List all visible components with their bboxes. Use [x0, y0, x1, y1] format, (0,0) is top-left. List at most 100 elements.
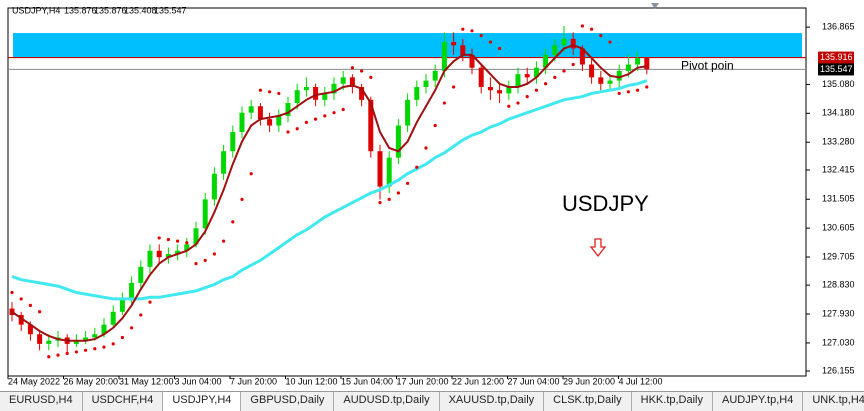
header-symbol: USDJPY,H4	[12, 5, 60, 15]
sar-dot	[120, 335, 124, 340]
sar-dot	[544, 82, 548, 86]
sar-dot	[507, 104, 511, 108]
sar-dot	[461, 27, 465, 31]
candle-body	[37, 334, 43, 344]
tab[interactable]: UNK.tp,H4	[803, 392, 864, 411]
sar-dot	[470, 29, 474, 33]
sar-dot	[157, 236, 161, 240]
sar-dot	[626, 90, 631, 94]
candle-body	[119, 298, 125, 312]
sar-dot	[479, 34, 483, 38]
tab[interactable]: USDJPY,H4	[163, 392, 242, 411]
sar-dot	[645, 85, 649, 89]
sar-dot	[102, 345, 106, 349]
tab[interactable]: AUDJPY.tp,H4	[713, 392, 804, 411]
candle-body	[230, 131, 236, 152]
header-price: 135.408	[124, 5, 157, 15]
candle-body	[451, 42, 457, 46]
sar-dot	[194, 262, 198, 266]
candle-body	[579, 48, 585, 65]
candle-body	[349, 77, 355, 87]
sar-dot	[433, 123, 437, 128]
x-tick-label: 26 May 20:00	[64, 376, 119, 386]
candle-body	[359, 86, 365, 100]
candle-body	[506, 86, 512, 94]
sar-dot	[84, 348, 88, 352]
sar-dot	[525, 95, 529, 99]
candle-body	[46, 340, 52, 344]
sar-dot	[130, 326, 134, 330]
sar-dot	[203, 258, 207, 262]
sar-dot	[304, 120, 308, 124]
sar-dot	[369, 75, 373, 79]
y-tick-label: 133.280	[822, 137, 855, 147]
candle-body	[368, 99, 374, 152]
candle-body	[175, 250, 181, 254]
candle-body	[487, 86, 493, 91]
candle-body	[303, 86, 309, 91]
sar-dot	[350, 66, 354, 70]
sar-dot	[295, 127, 299, 131]
candle-body	[138, 266, 144, 283]
y-tick-label: 134.180	[822, 108, 855, 118]
sar-dot	[534, 88, 539, 92]
y-tick-label: 131.505	[822, 194, 855, 204]
tab[interactable]: GBPUSD,Daily	[241, 392, 335, 411]
header-price: 135.547	[154, 5, 187, 15]
price-box	[818, 51, 854, 64]
zone	[13, 33, 802, 58]
tab[interactable]: USDCHF,H4	[83, 392, 164, 411]
candle-body	[322, 93, 328, 100]
candle-body	[92, 334, 98, 338]
candle-body	[285, 103, 291, 116]
candle-body	[377, 151, 383, 187]
candle-body	[635, 58, 641, 65]
tab[interactable]: HKK.tp,Daily	[632, 392, 713, 411]
tab[interactable]: AUDUSD.tp,Daily	[334, 392, 440, 411]
candle-body	[257, 106, 263, 120]
ma-fast	[11, 44, 647, 342]
sar-dot	[406, 181, 410, 185]
tab[interactable]: CLSK.tp,Daily	[544, 392, 632, 411]
sar-dot	[19, 297, 23, 301]
x-tick-label: 27 Jun 04:00	[508, 376, 560, 386]
x-tick-label: 4 Jul 12:00	[619, 376, 663, 386]
sar-dot	[240, 197, 244, 201]
sar-dot	[139, 313, 143, 317]
y-tick-label: 127.930	[822, 308, 855, 318]
sar-dot	[10, 290, 14, 295]
sar-dot	[387, 197, 391, 201]
candle-body	[414, 86, 420, 100]
sar-dot	[286, 130, 290, 134]
y-tick-label: 136.865	[822, 21, 855, 31]
sar-dot	[212, 252, 216, 256]
x-tick-label: 29 Jun 20:00	[563, 376, 615, 386]
candle-body	[110, 311, 116, 325]
candle-body	[101, 324, 107, 335]
candle-body	[313, 86, 319, 100]
sar-dot	[617, 91, 621, 96]
candle-body	[165, 253, 171, 258]
candle-body	[83, 337, 89, 341]
candle-body	[515, 74, 521, 87]
candle-body	[248, 106, 254, 113]
candle-body	[276, 115, 282, 126]
sar-dot	[590, 27, 594, 31]
sar-dot	[498, 46, 502, 51]
tab[interactable]: XAUUSD.tp,Daily	[440, 392, 545, 411]
candle-body	[497, 90, 503, 94]
candle-body	[9, 308, 15, 315]
sar-dot	[424, 146, 428, 150]
candle-body	[386, 157, 392, 187]
sar-dot	[231, 220, 235, 224]
ma-slow	[11, 79, 648, 301]
header-price: 135.876	[94, 5, 127, 15]
y-tick-label: 132.415	[822, 164, 855, 174]
candle-body	[193, 228, 199, 245]
candle-body	[570, 38, 576, 49]
tab[interactable]: EURUSD,H4	[0, 392, 83, 411]
candle-body	[147, 250, 153, 267]
candle-body	[294, 90, 300, 104]
sar-dot	[341, 107, 345, 112]
